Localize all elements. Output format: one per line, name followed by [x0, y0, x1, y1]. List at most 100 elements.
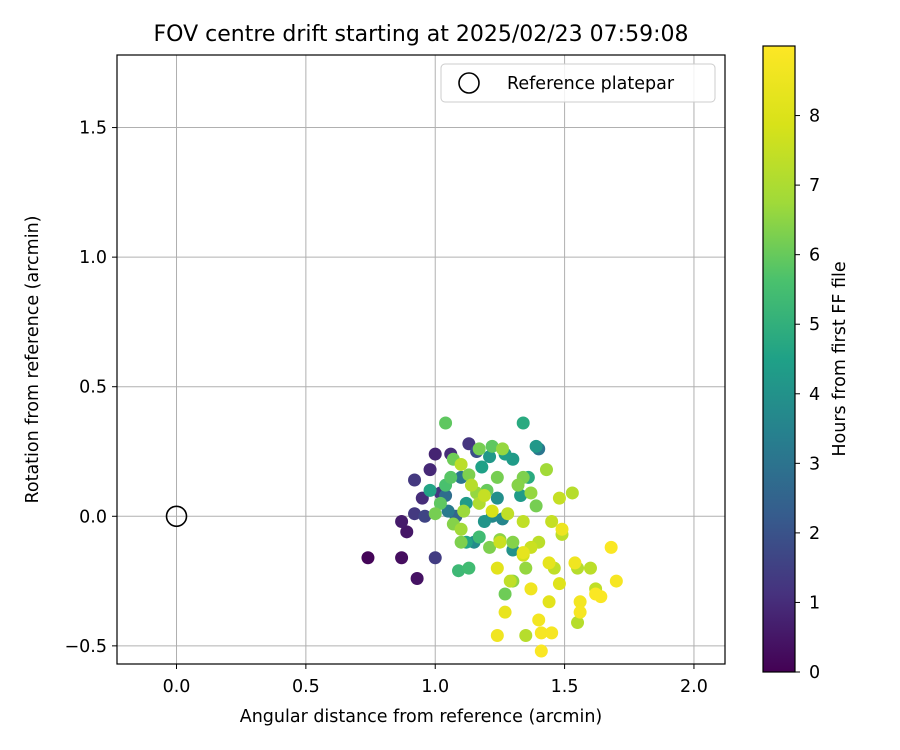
data-point: [408, 473, 422, 487]
data-point: [477, 489, 491, 503]
data-point: [408, 507, 422, 521]
data-point: [534, 626, 548, 640]
colorbar-tick-label: 7: [809, 176, 820, 196]
x-tick-label: 0.0: [163, 677, 191, 697]
reference-point-marker: [165, 505, 188, 528]
x-axis-ticks: 0.0 0.5 1.0 1.5 2.0: [163, 664, 708, 697]
data-point: [483, 540, 497, 554]
data-point: [571, 616, 585, 630]
grid-lines: [117, 55, 725, 664]
colorbar: 0 1 2 3 4 5 6 7 8 Hours from first FF file: [762, 45, 850, 683]
data-point: [519, 628, 533, 642]
data-point: [475, 460, 489, 474]
data-point: [568, 556, 582, 570]
data-point: [583, 561, 597, 575]
data-point: [516, 546, 530, 560]
data-point: [477, 514, 491, 528]
data-point: [395, 514, 409, 528]
x-axis-label: Angular distance from reference (arcmin): [240, 707, 603, 727]
y-axis-label: Rotation from reference (arcmin): [23, 216, 43, 504]
data-point: [418, 509, 432, 523]
data-point: [594, 590, 608, 604]
data-point: [490, 470, 504, 484]
data-point: [552, 491, 566, 505]
data-point: [498, 587, 512, 601]
data-point: [428, 551, 442, 565]
data-point: [552, 577, 566, 591]
data-point: [542, 556, 556, 570]
data-point: [472, 530, 486, 544]
data-point: [493, 535, 507, 549]
colorbar-gradient: [762, 45, 796, 673]
data-point: [539, 463, 553, 477]
data-point: [361, 551, 375, 565]
data-point: [511, 478, 525, 492]
data-point: [444, 470, 458, 484]
data-point: [433, 496, 447, 510]
colorbar-tick-label: 3: [809, 454, 820, 474]
data-point: [573, 595, 587, 609]
data-point: [604, 540, 618, 554]
data-point: [516, 416, 530, 430]
data-point: [462, 561, 476, 575]
legend-label: Reference platepar: [507, 74, 675, 94]
data-point: [498, 605, 512, 619]
data-point: [501, 507, 515, 521]
colorbar-tick-label: 5: [809, 315, 820, 335]
data-point: [565, 486, 579, 500]
y-axis-ticks: −0.5 0.0 0.5 1.0 1.5: [65, 119, 117, 657]
data-point: [514, 489, 528, 503]
data-point: [485, 439, 499, 453]
plot-frame: [116, 54, 726, 665]
colorbar-tick-label: 2: [809, 524, 820, 544]
x-tick-label: 0.5: [292, 677, 320, 697]
data-point: [545, 514, 559, 528]
data-points: [361, 416, 623, 658]
x-tick-label: 1.5: [551, 677, 579, 697]
colorbar-ticks: 0 1 2 3 4 5 6 7 8: [795, 107, 820, 683]
data-point: [495, 442, 509, 456]
x-tick-label: 2.0: [680, 677, 708, 697]
data-point: [395, 551, 409, 565]
data-point: [464, 478, 478, 492]
data-point: [423, 483, 437, 497]
y-tick-label: 0.0: [79, 507, 107, 527]
x-tick-label: 1.0: [421, 677, 449, 697]
data-point: [503, 574, 517, 588]
legend-box: [440, 63, 716, 103]
legend-marker-icon: [458, 72, 480, 94]
y-tick-label: 1.0: [79, 248, 107, 268]
data-point: [534, 644, 548, 658]
data-point: [545, 626, 559, 640]
data-point: [439, 416, 453, 430]
y-tick-label: −0.5: [65, 637, 108, 657]
data-point: [454, 522, 468, 536]
data-point: [529, 439, 543, 453]
data-point: [573, 605, 587, 619]
colorbar-tick-label: 0: [809, 663, 820, 683]
data-point: [423, 463, 437, 477]
colorbar-tick-label: 4: [809, 385, 820, 405]
data-point: [542, 595, 556, 609]
data-point: [490, 628, 504, 642]
y-tick-label: 1.5: [79, 119, 107, 139]
data-point: [400, 525, 414, 539]
data-point: [472, 442, 486, 456]
data-point: [454, 535, 468, 549]
data-point: [524, 486, 538, 500]
data-point: [457, 504, 471, 518]
y-tick-label: 0.5: [79, 378, 107, 398]
data-point: [506, 535, 520, 549]
data-point: [524, 582, 538, 596]
data-point: [462, 468, 476, 482]
colorbar-tick-label: 8: [809, 107, 820, 127]
data-point: [519, 561, 533, 575]
colorbar-tick-label: 6: [809, 246, 820, 266]
data-point: [532, 613, 546, 627]
data-point: [490, 491, 504, 505]
data-point: [410, 571, 424, 585]
data-point: [555, 522, 569, 536]
data-point: [485, 504, 499, 518]
